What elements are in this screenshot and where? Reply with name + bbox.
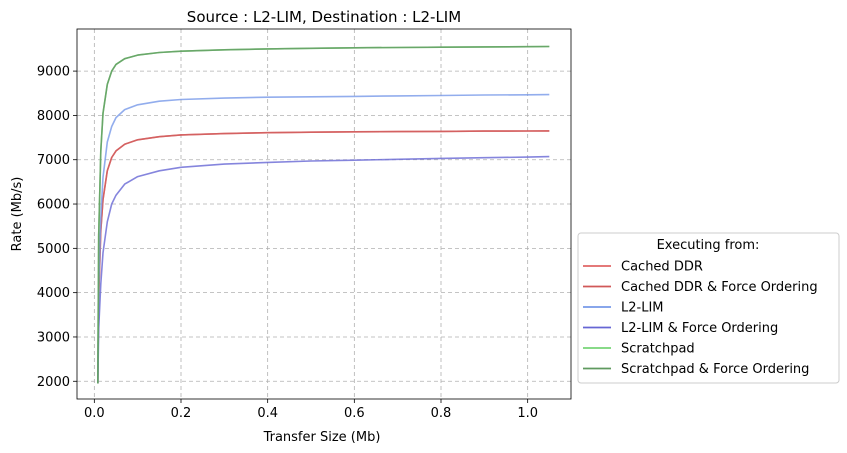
legend: Executing from: Cached DDR Cached DDR & F… — [577, 232, 840, 384]
y-axis-label: Rate (Mb/s) — [10, 177, 25, 252]
y-tick-label: 6000 — [37, 198, 70, 213]
series-line-5 — [97, 45, 550, 384]
y-tick-label: 9000 — [37, 65, 70, 80]
x-tick-label: 0.6 — [344, 406, 365, 421]
chart-title: Source : L2-LIM, Destination : L2-LIM — [187, 8, 461, 26]
plot-frame — [76, 28, 572, 400]
x-tick-label: 0.2 — [171, 406, 192, 421]
legend-label: L2-LIM & Force Ordering — [621, 321, 778, 336]
x-tick-label: 0.0 — [84, 406, 105, 421]
y-tick-label: 5000 — [37, 242, 70, 257]
y-tick-label: 3000 — [37, 330, 70, 345]
series-line-1 — [97, 130, 550, 384]
y-tick-label: 8000 — [37, 109, 70, 124]
legend-label: Cached DDR — [621, 260, 703, 275]
legend-label: Cached DDR & Force Ordering — [621, 280, 818, 295]
x-axis-label: Transfer Size (Mb) — [263, 430, 381, 445]
plot-background — [77, 29, 571, 399]
x-tick-label: 1.0 — [517, 406, 538, 421]
y-axis: 2000 3000 4000 5000 6000 7000 8000 9000 — [37, 65, 77, 390]
series-line-3 — [97, 155, 550, 384]
x-tick-label: 0.8 — [431, 406, 452, 421]
legend-title: Executing from: — [657, 238, 760, 253]
y-tick-label: 2000 — [37, 375, 70, 390]
series-line-2 — [97, 93, 550, 384]
legend-box — [577, 232, 840, 384]
legend-label: Scratchpad — [621, 342, 695, 357]
y-tick-label: 4000 — [37, 286, 70, 301]
grid — [77, 29, 571, 399]
legend-label: L2-LIM — [621, 301, 664, 316]
x-axis: 0.0 0.2 0.4 0.6 0.8 1.0 — [84, 399, 538, 421]
y-tick-label: 7000 — [37, 153, 70, 168]
x-tick-label: 0.4 — [257, 406, 278, 421]
legend-label: Scratchpad & Force Ordering — [621, 362, 809, 377]
series-layer — [97, 45, 550, 384]
